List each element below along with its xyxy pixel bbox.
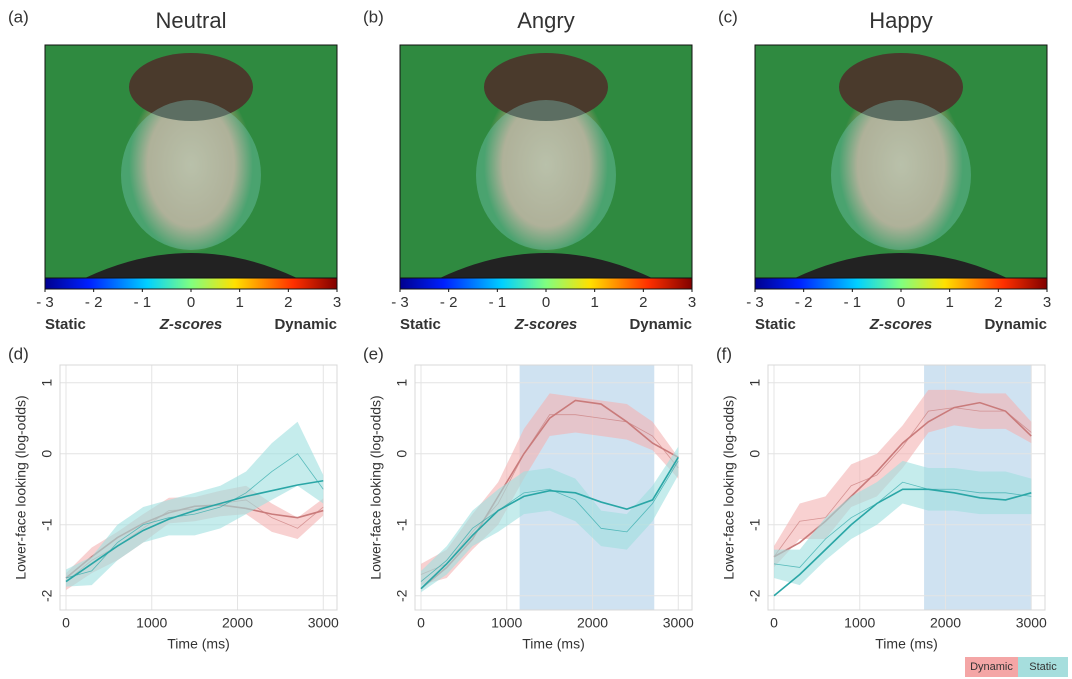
colorbar-tick-label: - 3 bbox=[36, 294, 54, 311]
panel-title: Neutral bbox=[156, 8, 227, 33]
x-tick-label: 1000 bbox=[491, 615, 522, 631]
y-tick-label: 0 bbox=[39, 450, 55, 458]
colorbar-tick-label: 3 bbox=[1043, 294, 1051, 311]
colorbar-mid-label: Z-scores bbox=[514, 316, 578, 333]
colorbar-high-label: Dynamic bbox=[274, 316, 337, 333]
y-tick-label: 1 bbox=[747, 379, 763, 387]
y-tick-label: -1 bbox=[39, 518, 55, 531]
y-tick-label: 1 bbox=[39, 379, 55, 387]
y-tick-label: -2 bbox=[39, 589, 55, 602]
y-axis-label: Lower-face looking (log-odds) bbox=[13, 395, 29, 579]
x-axis-label: Time (ms) bbox=[875, 636, 937, 652]
colorbar-tick-label: 3 bbox=[688, 294, 696, 311]
x-axis-label: Time (ms) bbox=[522, 636, 584, 652]
colorbar-tick-label: - 3 bbox=[746, 294, 764, 311]
x-tick-label: 2000 bbox=[930, 615, 961, 631]
x-tick-label: 1000 bbox=[136, 615, 167, 631]
colorbar bbox=[400, 278, 692, 289]
colorbar-tick-label: 2 bbox=[639, 294, 647, 311]
panel-label: (c) bbox=[718, 7, 738, 26]
x-tick-label: 0 bbox=[62, 615, 70, 631]
colorbar-tick-label: - 2 bbox=[440, 294, 458, 311]
panel-label: (a) bbox=[8, 7, 29, 26]
figure: (a) Neutral - 3 - 2 - 1 0 1 2 3 Static Z-scores Dyn… bbox=[0, 0, 1072, 679]
colorbar-tick-label: 0 bbox=[897, 294, 905, 311]
colorbar-low-label: Static bbox=[755, 316, 796, 333]
legend-label: Dynamic bbox=[970, 661, 1013, 673]
panel-label: (d) bbox=[8, 344, 29, 363]
colorbar-tick-label: 2 bbox=[994, 294, 1002, 311]
colorbar-tick-label: 2 bbox=[284, 294, 292, 311]
y-axis-label: Lower-face looking (log-odds) bbox=[721, 395, 737, 579]
y-tick-label: 1 bbox=[394, 379, 410, 387]
colorbar-high-label: Dynamic bbox=[984, 316, 1047, 333]
colorbar-tick-label: - 2 bbox=[85, 294, 103, 311]
x-tick-label: 0 bbox=[770, 615, 778, 631]
x-tick-label: 3000 bbox=[1016, 615, 1047, 631]
y-tick-label: -1 bbox=[394, 518, 410, 531]
colorbar-low-label: Static bbox=[400, 316, 441, 333]
x-axis-label: Time (ms) bbox=[167, 636, 229, 652]
panel-label: (e) bbox=[363, 344, 384, 363]
colorbar-tick-label: 3 bbox=[333, 294, 341, 311]
y-tick-label: -1 bbox=[747, 518, 763, 531]
x-tick-label: 0 bbox=[417, 615, 425, 631]
colorbar bbox=[755, 278, 1047, 289]
colorbar-tick-label: - 3 bbox=[391, 294, 409, 311]
y-tick-label: -2 bbox=[747, 589, 763, 602]
y-tick-label: 0 bbox=[747, 450, 763, 458]
colorbar-tick-label: - 1 bbox=[844, 294, 862, 311]
x-tick-label: 2000 bbox=[577, 615, 608, 631]
x-tick-label: 3000 bbox=[308, 615, 339, 631]
colorbar-tick-label: - 2 bbox=[795, 294, 813, 311]
y-tick-label: -2 bbox=[394, 589, 410, 602]
colorbar-tick-label: 0 bbox=[542, 294, 550, 311]
colorbar-mid-label: Z-scores bbox=[159, 316, 223, 333]
legend-label: Static bbox=[1029, 661, 1057, 673]
heatmap-overlay bbox=[121, 100, 261, 250]
colorbar-high-label: Dynamic bbox=[629, 316, 692, 333]
colorbar-tick-label: 0 bbox=[187, 294, 195, 311]
colorbar-tick-label: - 1 bbox=[489, 294, 507, 311]
panel-label: (f) bbox=[716, 344, 732, 363]
heatmap-overlay bbox=[831, 100, 971, 250]
colorbar-tick-label: - 1 bbox=[134, 294, 152, 311]
y-tick-label: 0 bbox=[394, 450, 410, 458]
panel-title: Angry bbox=[517, 8, 574, 33]
panel-title: Happy bbox=[869, 8, 933, 33]
x-tick-label: 1000 bbox=[844, 615, 875, 631]
confidence-band bbox=[66, 422, 323, 587]
panel-label: (b) bbox=[363, 7, 384, 26]
colorbar-tick-label: 1 bbox=[235, 294, 243, 311]
colorbar-low-label: Static bbox=[45, 316, 86, 333]
colorbar-tick-label: 1 bbox=[590, 294, 598, 311]
y-axis-label: Lower-face looking (log-odds) bbox=[368, 395, 384, 579]
heatmap-overlay bbox=[476, 100, 616, 250]
colorbar-mid-label: Z-scores bbox=[869, 316, 933, 333]
x-tick-label: 3000 bbox=[663, 615, 694, 631]
x-tick-label: 2000 bbox=[222, 615, 253, 631]
colorbar-tick-label: 1 bbox=[945, 294, 953, 311]
colorbar bbox=[45, 278, 337, 289]
